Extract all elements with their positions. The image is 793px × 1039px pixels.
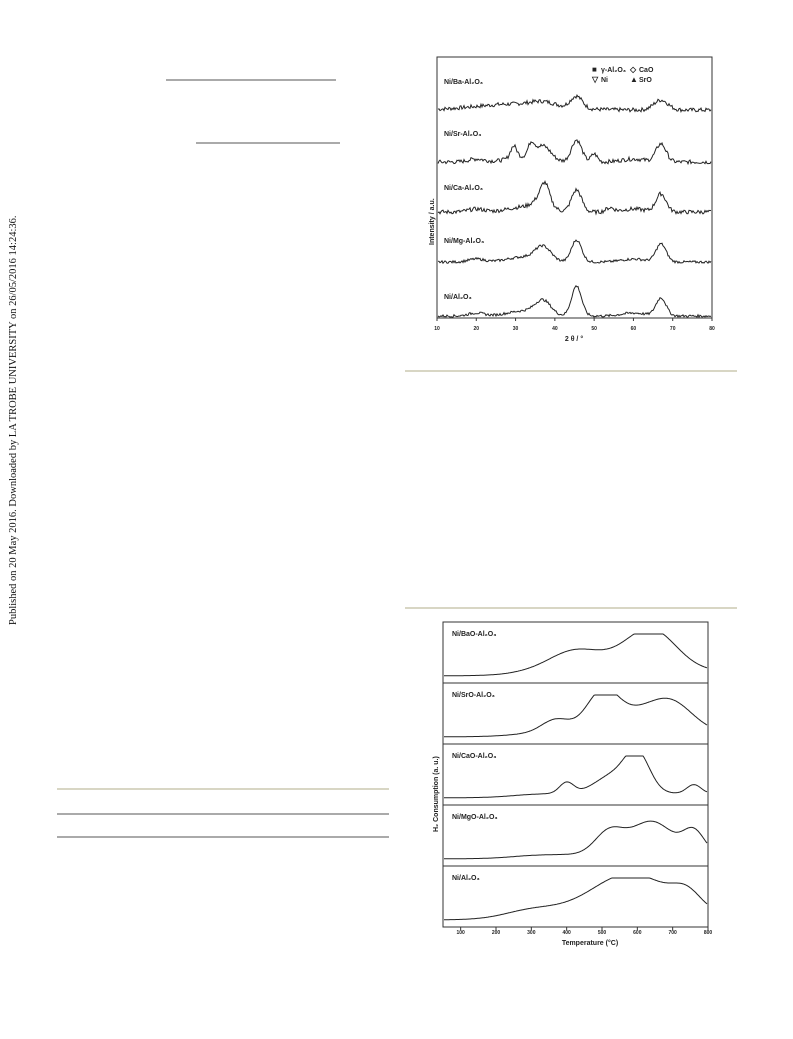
x-tick-label: 300: [527, 930, 536, 936]
x-tick-label: 500: [598, 930, 607, 936]
sample-label: Ni/Sr-Al₂O₃: [444, 131, 481, 138]
sample-label: Ni/Al₂O₃: [452, 875, 480, 882]
x-tick-label: 70: [670, 326, 676, 332]
xrd-trace: [437, 285, 712, 319]
x-tick-label: 600: [633, 930, 642, 936]
x-tick-label: 100: [456, 930, 465, 936]
sample-label: Ni/Al₂O₃: [444, 294, 472, 301]
x-tick-label: 60: [631, 326, 637, 332]
x-tick-label: 800: [704, 930, 713, 936]
tpr-frame: [442, 621, 709, 928]
tpr-trace: [444, 820, 708, 860]
x-tick-label: 30: [513, 326, 519, 332]
xrd-frame: [436, 56, 713, 319]
sample-label: Ni/Mg-Al₂O₃: [444, 238, 484, 245]
legend-label: Ni: [601, 77, 608, 84]
xrd-trace: [437, 94, 712, 114]
sample-label: Ni/MgO-Al₂O₃: [452, 814, 498, 821]
legend-label: SrO: [639, 77, 652, 84]
x-label: Temperature (°C): [562, 939, 618, 947]
x-tick-label: 400: [562, 930, 571, 936]
legend-label: γ-Al₂O₃: [601, 67, 626, 74]
xrd-trace: [437, 139, 712, 166]
sample-label: Ni/BaO-Al₂O₃: [452, 631, 496, 638]
tpr-trace: [444, 877, 708, 921]
legend-marker: ▲: [630, 75, 638, 84]
watermark: Published on 20 May 2016. Downloaded by …: [8, 216, 19, 626]
xrd-trace: [437, 180, 712, 216]
x-tick-label: 200: [492, 930, 501, 936]
legend-marker: ▽: [591, 75, 599, 84]
tpr-trace: [444, 755, 708, 799]
tpr-trace: [444, 633, 708, 677]
legend-marker: ◇: [629, 65, 637, 74]
sample-label: Ni/CaO-Al₂O₃: [452, 753, 496, 760]
x-tick-label: 700: [668, 930, 677, 936]
tpr-trace: [444, 694, 708, 738]
y-label: H₂ Consumption (a. u.): [433, 756, 440, 832]
sample-label: Ni/Ca-Al₂O₃: [444, 185, 483, 192]
xrd-trace: [437, 239, 712, 265]
x-tick-label: 40: [552, 326, 558, 332]
sample-label: Ni/Ba-Al₂O₃: [444, 79, 483, 86]
y-label: Intensity / a.u.: [429, 198, 436, 245]
x-tick-label: 10: [434, 326, 440, 332]
x-tick-label: 80: [709, 326, 715, 332]
x-label: 2 θ / °: [565, 335, 583, 343]
x-tick-label: 50: [591, 326, 597, 332]
legend-marker: ■: [592, 65, 597, 74]
x-tick-label: 20: [474, 326, 480, 332]
legend-label: CaO: [639, 67, 654, 74]
sample-label: Ni/SrO-Al₂O₃: [452, 692, 495, 699]
